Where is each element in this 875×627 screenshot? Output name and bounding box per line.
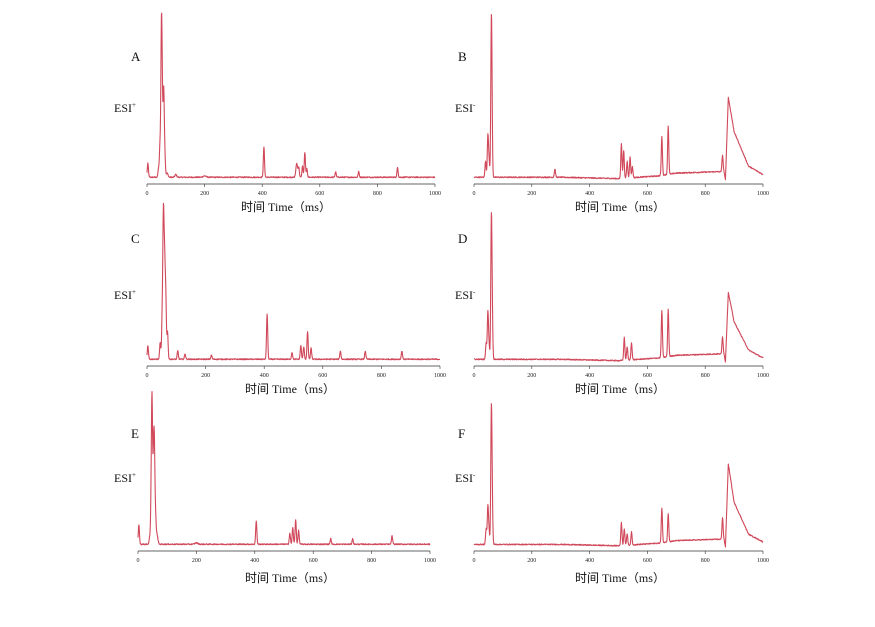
ion-mode-label: ESI+	[114, 471, 136, 485]
x-tick-label: 0	[473, 558, 476, 564]
ion-mode-text: ESI	[455, 101, 473, 115]
ion-mode-label: ESI-	[455, 101, 476, 115]
ion-mode-polarity: +	[132, 288, 136, 296]
ion-mode-text: ESI	[455, 288, 473, 302]
x-tick-label: 600	[643, 558, 652, 564]
x-tick-label: 800	[701, 373, 710, 379]
series-line-e	[137, 391, 431, 546]
x-tick-label: 800	[373, 191, 382, 197]
x-tick-label: 1000	[757, 191, 769, 197]
x-tick-label: 200	[201, 373, 210, 379]
ion-mode-text: ESI	[455, 471, 473, 485]
chart-panel-b: 0 200 400 600 800 1000 B ESI- 时间 Time（ms）	[455, 14, 769, 214]
x-tick-label: 1000	[434, 373, 446, 379]
ion-mode-polarity: -	[473, 101, 476, 109]
x-tick-label: 200	[527, 373, 536, 379]
series-line-b	[473, 14, 764, 181]
series-line-a	[146, 12, 436, 179]
x-tick-label: 400	[585, 558, 594, 564]
x-tick-label: 400	[585, 191, 594, 197]
series-line-d	[473, 212, 764, 363]
x-tick-label: 400	[260, 373, 269, 379]
ion-mode-text: ESI	[114, 288, 132, 302]
x-tick-label: 800	[701, 191, 710, 197]
panel-letter: A	[131, 49, 141, 64]
ion-mode-label: ESI-	[455, 288, 476, 302]
x-tick-label: 0	[473, 373, 476, 379]
x-tick-label: 600	[318, 373, 327, 379]
x-tick-label: 200	[200, 191, 209, 197]
chart-panel-c: 0 200 400 600 800 1000 C ESI+ 时间 Time（ms）	[114, 202, 446, 396]
series-line-f	[473, 403, 764, 548]
ion-mode-polarity: -	[473, 471, 476, 479]
chart-panel-f: 0 200 400 600 800 1000 F ESI- 时间 Time（ms）	[455, 403, 769, 585]
ion-mode-text: ESI	[114, 101, 132, 115]
x-axis-title: 时间 Time（ms）	[241, 200, 331, 214]
x-tick-label: 1000	[757, 373, 769, 379]
x-tick-label: 0	[146, 373, 149, 379]
x-tick-label: 400	[585, 373, 594, 379]
x-axis-title: 时间 Time（ms）	[575, 571, 665, 585]
panel-letter: C	[131, 231, 140, 246]
x-tick-label: 0	[473, 191, 476, 197]
x-tick-label: 200	[527, 191, 536, 197]
panel-letter: B	[458, 49, 467, 64]
x-tick-label: 800	[701, 558, 710, 564]
chart-panel-e: 0 200 400 600 800 1000 E ESI+ 时间 Time（ms）	[114, 391, 436, 585]
x-tick-label: 0	[137, 558, 140, 564]
ion-mode-label: ESI-	[455, 471, 476, 485]
ion-mode-polarity: +	[132, 471, 136, 479]
ion-mode-label: ESI+	[114, 288, 136, 302]
ion-mode-polarity: -	[473, 288, 476, 296]
x-tick-label: 400	[250, 558, 259, 564]
x-tick-label: 600	[643, 191, 652, 197]
series-line-c	[146, 202, 441, 361]
x-axis-title: 时间 Time（ms）	[245, 571, 335, 585]
ion-mode-label: ESI+	[114, 101, 136, 115]
x-tick-label: 800	[367, 558, 376, 564]
x-tick-label: 800	[377, 373, 386, 379]
panel-letter: F	[458, 426, 465, 441]
x-axis-title: 时间 Time（ms）	[245, 382, 335, 396]
x-tick-label: 600	[315, 191, 324, 197]
chart-panel-d: 0 200 400 600 800 1000 D ESI- 时间 Time（ms）	[455, 212, 769, 396]
x-tick-label: 1000	[757, 558, 769, 564]
x-tick-label: 0	[146, 191, 149, 197]
panel-letter: E	[131, 426, 139, 441]
x-tick-label: 600	[643, 373, 652, 379]
ion-mode-text: ESI	[114, 471, 132, 485]
x-axis-title: 时间 Time（ms）	[575, 200, 665, 214]
x-tick-label: 1000	[429, 191, 441, 197]
chart-panel-a: 0 200 400 600 800 1000 A ESI+ 时间 Time（ms）	[114, 12, 441, 214]
x-tick-label: 200	[527, 558, 536, 564]
x-tick-label: 400	[258, 191, 267, 197]
x-tick-label: 1000	[424, 558, 436, 564]
x-tick-label: 600	[309, 558, 318, 564]
ion-mode-polarity: +	[132, 101, 136, 109]
panel-letter: D	[458, 231, 467, 246]
x-axis-title: 时间 Time（ms）	[575, 382, 665, 396]
x-tick-label: 200	[192, 558, 201, 564]
